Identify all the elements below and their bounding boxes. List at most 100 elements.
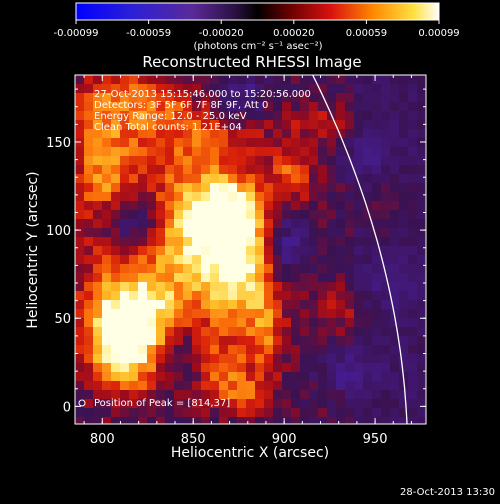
heatmap-cell — [156, 219, 166, 229]
heatmap-cell — [246, 336, 256, 346]
heatmap-cell — [336, 363, 346, 373]
heatmap-cell — [219, 372, 229, 382]
heatmap-cell — [75, 273, 85, 283]
heatmap-cell — [156, 354, 166, 364]
heatmap-cell — [390, 408, 400, 418]
x-tick-label: 950 — [363, 432, 388, 447]
heatmap-cell — [228, 255, 238, 265]
heatmap-cell — [372, 201, 382, 211]
heatmap-cell — [102, 354, 112, 364]
heatmap-cell — [147, 165, 157, 175]
heatmap-cell — [174, 102, 184, 112]
heatmap-cell — [408, 372, 418, 382]
heatmap-cell — [372, 147, 382, 157]
heatmap-cell — [273, 300, 283, 310]
heatmap-cell — [75, 120, 85, 130]
heatmap-cell — [111, 156, 121, 166]
heatmap-cell — [318, 228, 328, 238]
heatmap-cell — [417, 327, 426, 337]
heatmap-cell — [201, 120, 211, 130]
heatmap-cell — [273, 345, 283, 355]
heatmap-cell — [93, 228, 103, 238]
heatmap-cell — [327, 300, 337, 310]
heatmap-cell — [219, 84, 229, 94]
heatmap-cell — [165, 210, 175, 220]
heatmap-cell — [228, 246, 238, 256]
heatmap-cell — [345, 228, 355, 238]
heatmap-cell — [372, 408, 382, 418]
heatmap-cell — [183, 84, 193, 94]
heatmap-cell — [156, 381, 166, 391]
heatmap-cell — [183, 129, 193, 139]
heatmap-cell — [408, 327, 418, 337]
heatmap-cell — [237, 120, 247, 130]
heatmap-cell — [111, 300, 121, 310]
heatmap-cell — [192, 291, 202, 301]
heatmap-cell — [228, 345, 238, 355]
heatmap-cell — [255, 111, 265, 121]
heatmap-cell — [264, 246, 274, 256]
heatmap-cell — [210, 336, 220, 346]
heatmap-cell — [318, 381, 328, 391]
heatmap-cell — [282, 147, 292, 157]
heatmap-cell — [264, 102, 274, 112]
heatmap-cell — [183, 255, 193, 265]
heatmap-cell — [210, 327, 220, 337]
heatmap-cell — [282, 390, 292, 400]
heatmap-cell — [363, 111, 373, 121]
heatmap-cell — [291, 156, 301, 166]
heatmap-cell — [237, 165, 247, 175]
heatmap-cell — [255, 246, 265, 256]
heatmap-cell — [120, 390, 130, 400]
heatmap-cell — [417, 129, 426, 139]
heatmap-cell — [327, 75, 337, 85]
heatmap-cell — [120, 228, 130, 238]
heatmap-cell — [363, 237, 373, 247]
heatmap-cell — [147, 363, 157, 373]
heatmap-cell — [183, 264, 193, 274]
heatmap-cell — [120, 354, 130, 364]
heatmap-cell — [318, 156, 328, 166]
heatmap-cell — [219, 129, 229, 139]
heatmap-cell — [75, 399, 85, 409]
heatmap-cell — [219, 138, 229, 148]
heatmap-cell — [156, 417, 166, 424]
heatmap-cell — [93, 120, 103, 130]
heatmap-cell — [363, 309, 373, 319]
y-tick-label: 0 — [63, 400, 71, 415]
heatmap-cell — [300, 120, 310, 130]
heatmap-cell — [282, 273, 292, 283]
heatmap-cell — [336, 372, 346, 382]
heatmap-cell — [309, 372, 319, 382]
heatmap-cell — [273, 336, 283, 346]
heatmap-cell — [255, 129, 265, 139]
colorbar-tick-label: 0.00099 — [418, 28, 459, 39]
heatmap-cell — [300, 237, 310, 247]
heatmap-cell — [300, 354, 310, 364]
heatmap-cell — [174, 354, 184, 364]
heatmap-cell — [210, 417, 220, 424]
heatmap-cell — [300, 201, 310, 211]
heatmap-cell — [363, 192, 373, 202]
colorbar — [75, 2, 440, 21]
heatmap-cell — [372, 399, 382, 409]
heatmap-cell — [111, 291, 121, 301]
heatmap-cell — [93, 417, 103, 424]
heatmap-cell — [381, 156, 391, 166]
heatmap-cell — [318, 237, 328, 247]
heatmap-cell — [399, 147, 409, 157]
heatmap-cell — [246, 345, 256, 355]
heatmap-cell — [309, 138, 319, 148]
heatmap-cell — [273, 183, 283, 193]
heatmap-cell — [147, 210, 157, 220]
heatmap-cell — [381, 129, 391, 139]
heatmap-cell — [309, 264, 319, 274]
heatmap-cell — [138, 201, 148, 211]
heatmap-cell — [408, 354, 418, 364]
heatmap-cell — [174, 93, 184, 103]
heatmap-cell — [93, 327, 103, 337]
heatmap-cell — [354, 336, 364, 346]
heatmap-cell — [273, 228, 283, 238]
heatmap-cell — [120, 255, 130, 265]
heatmap-cell — [75, 174, 85, 184]
